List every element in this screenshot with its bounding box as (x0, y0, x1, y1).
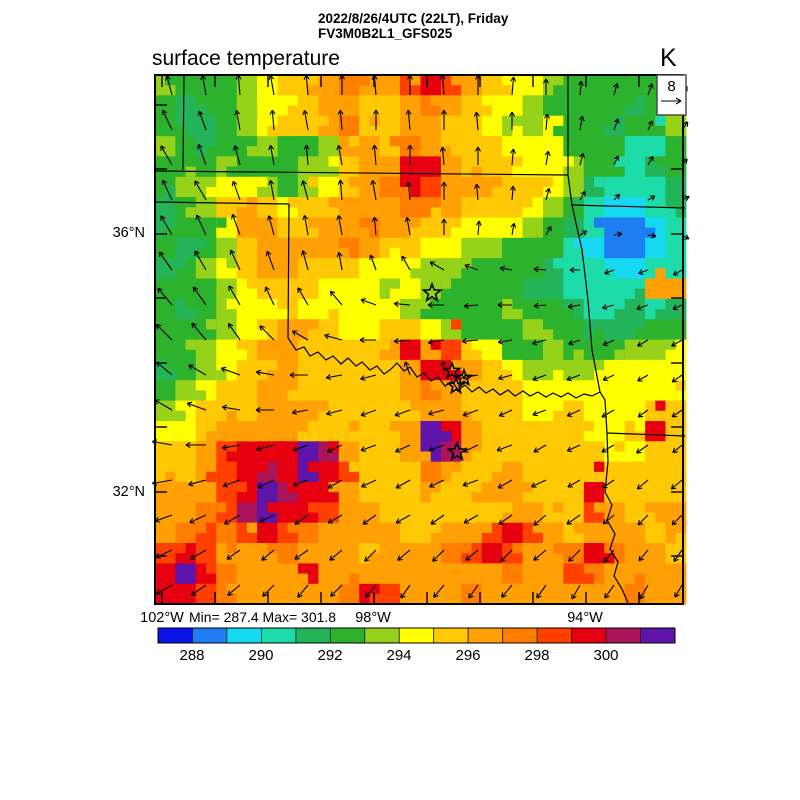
star-marker (446, 375, 466, 395)
figure-title-line2: FV3M0B2L1_GFS025 (318, 26, 453, 41)
wind-vectors (151, 74, 690, 600)
lat-tick-label: 36°N (112, 225, 145, 241)
colorbar-tick-label: 296 (455, 647, 481, 664)
colorbar (157, 627, 676, 644)
city-stars (421, 281, 474, 462)
colorbar-tick-label: 300 (593, 647, 619, 664)
map-frame (154, 74, 684, 605)
vector-legend-box (656, 74, 687, 116)
red-river-border (287, 337, 601, 399)
colorbar-tick-label: 292 (317, 647, 343, 664)
lon-tick-label: 94°W (567, 610, 603, 626)
minmax-stats: Min= 287.4 Max= 301.8 (189, 609, 337, 625)
lon-tick-label: 98°W (355, 610, 391, 626)
figure-title-line1: 2022/8/26/4UTC (22LT), Friday (318, 11, 509, 26)
lat-tick-label: 32°N (112, 484, 145, 500)
reference-arrow-icon (661, 97, 682, 105)
star-marker (446, 440, 468, 462)
temperature-field (155, 75, 687, 605)
colorbar-tick-label: 294 (386, 647, 412, 664)
colorbar-tick-label: 288 (179, 647, 205, 664)
page-title: surface temperature (152, 47, 340, 70)
star-marker (442, 360, 462, 380)
colorbar-tick-label: 298 (524, 647, 550, 664)
star-marker (421, 281, 443, 303)
colorbar-tick-label: 290 (248, 647, 274, 664)
state-borders (154, 74, 686, 604)
unit-label: K (660, 44, 677, 72)
lon-tick-label: 102°W (140, 610, 184, 626)
vector-legend-value: 8 (667, 78, 676, 95)
star-marker (454, 367, 474, 387)
